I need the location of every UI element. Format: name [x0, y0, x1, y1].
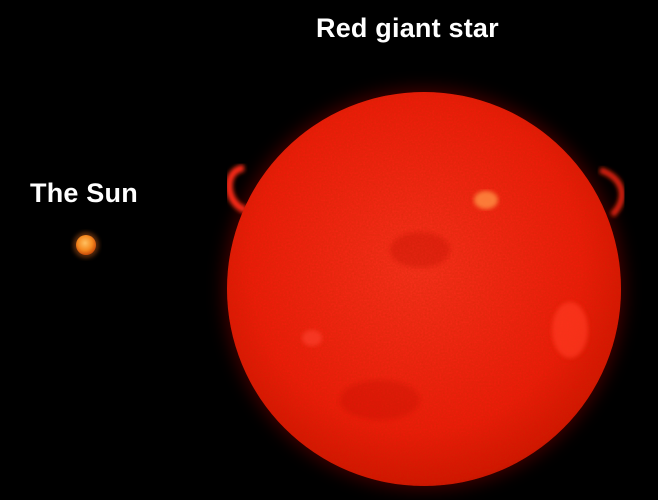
right-prominence [598, 167, 625, 218]
red-giant-label: Red giant star [316, 13, 499, 43]
sun-label: The Sun [30, 178, 138, 208]
left-prominence [225, 164, 248, 214]
the-sun [73, 232, 99, 258]
active-region [474, 191, 498, 209]
active-region [302, 330, 322, 346]
red-giant-star [227, 92, 621, 486]
active-region [552, 302, 588, 358]
